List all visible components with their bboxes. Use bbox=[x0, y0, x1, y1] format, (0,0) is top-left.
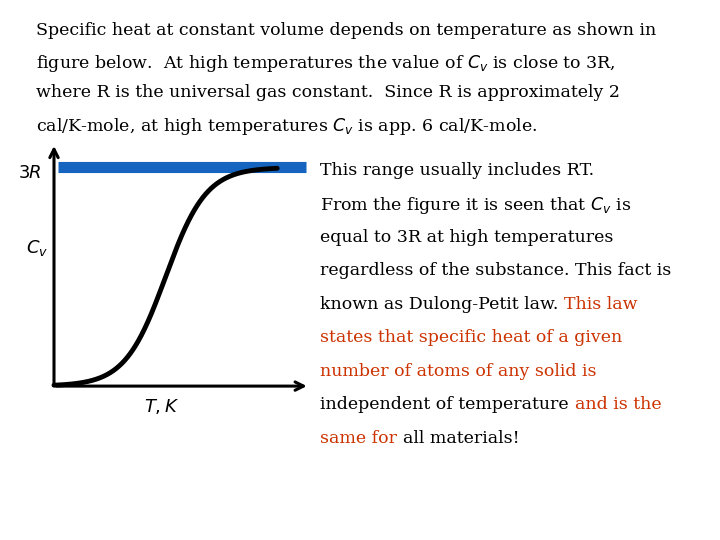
Text: cal/K-mole, at high temperatures $C_v$ is app. 6 cal/K-mole.: cal/K-mole, at high temperatures $C_v$ i… bbox=[36, 116, 537, 137]
Text: where R is the universal gas constant.  Since R is approximately 2: where R is the universal gas constant. S… bbox=[36, 84, 620, 101]
Text: same for: same for bbox=[320, 430, 403, 447]
Text: independent of temperature: independent of temperature bbox=[320, 396, 575, 413]
Text: states that specific heat of a given: states that specific heat of a given bbox=[320, 329, 623, 346]
Text: equal to 3R at high temperatures: equal to 3R at high temperatures bbox=[320, 229, 613, 246]
Text: and is the: and is the bbox=[575, 396, 661, 413]
Text: number of atoms of any solid is: number of atoms of any solid is bbox=[320, 363, 597, 380]
Text: Specific heat at constant volume depends on temperature as shown in: Specific heat at constant volume depends… bbox=[36, 22, 656, 38]
Text: all materials!: all materials! bbox=[403, 430, 520, 447]
Text: This range usually includes RT.: This range usually includes RT. bbox=[320, 162, 595, 179]
Text: This law: This law bbox=[564, 296, 638, 313]
Text: $T, K$: $T, K$ bbox=[145, 397, 179, 416]
Text: $C_v$: $C_v$ bbox=[26, 238, 48, 259]
Text: figure below.  At high temperatures the value of $C_v$ is close to 3R,: figure below. At high temperatures the v… bbox=[36, 53, 615, 74]
Text: From the figure it is seen that $C_v$ is: From the figure it is seen that $C_v$ is bbox=[320, 195, 632, 217]
Text: regardless of the substance. This fact is: regardless of the substance. This fact i… bbox=[320, 262, 672, 279]
Text: $3R$: $3R$ bbox=[18, 164, 42, 182]
Text: known as Dulong-Petit law.: known as Dulong-Petit law. bbox=[320, 296, 564, 313]
